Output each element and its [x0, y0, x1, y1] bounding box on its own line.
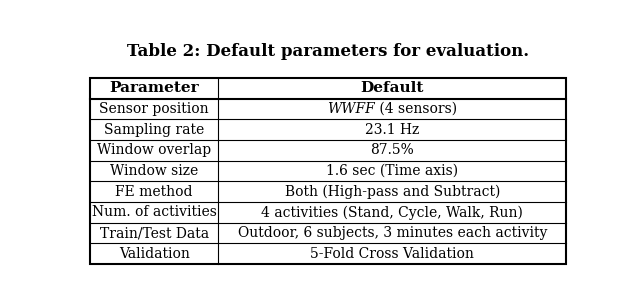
Text: 1.6 sec (Time axis): 1.6 sec (Time axis) [326, 164, 458, 178]
Text: FE method: FE method [115, 185, 193, 199]
Text: 5-Fold Cross Validation: 5-Fold Cross Validation [310, 247, 474, 261]
Text: WWFF: WWFF [327, 102, 375, 116]
Text: Num. of activities: Num. of activities [92, 205, 216, 220]
Text: 87.5%: 87.5% [371, 143, 414, 157]
Text: Sensor position: Sensor position [99, 102, 209, 116]
Text: Sampling rate: Sampling rate [104, 123, 204, 137]
Text: Window size: Window size [110, 164, 198, 178]
Text: (4 sensors): (4 sensors) [375, 102, 457, 116]
Text: Outdoor, 6 subjects, 3 minutes each activity: Outdoor, 6 subjects, 3 minutes each acti… [237, 226, 547, 240]
Text: 23.1 Hz: 23.1 Hz [365, 123, 419, 137]
Text: Default: Default [360, 82, 424, 95]
Text: Parameter: Parameter [109, 82, 199, 95]
Text: Table 2: Default parameters for evaluation.: Table 2: Default parameters for evaluati… [127, 43, 529, 60]
Text: Train/Test Data: Train/Test Data [100, 226, 209, 240]
Text: Window overlap: Window overlap [97, 143, 211, 157]
Text: Validation: Validation [119, 247, 189, 261]
Text: Both (High-pass and Subtract): Both (High-pass and Subtract) [285, 185, 500, 199]
Bar [90, 78, 566, 264]
Text: 4 activities (Stand, Cycle, Walk, Run): 4 activities (Stand, Cycle, Walk, Run) [261, 205, 524, 220]
